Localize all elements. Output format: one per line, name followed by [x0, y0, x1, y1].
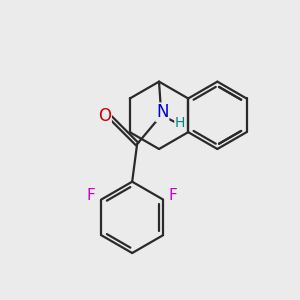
Text: F: F: [169, 188, 177, 203]
Text: N: N: [156, 103, 169, 121]
Text: O: O: [98, 107, 111, 125]
Text: F: F: [87, 188, 96, 203]
Text: H: H: [175, 116, 185, 130]
